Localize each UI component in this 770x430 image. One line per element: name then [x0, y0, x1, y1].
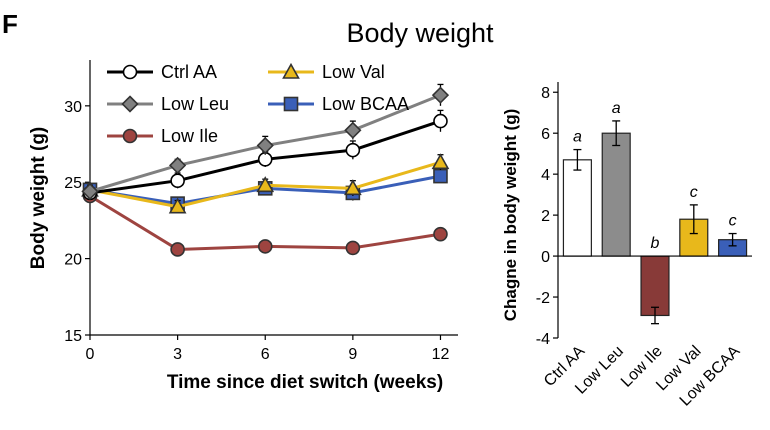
line-chart-y-label: Body weight (g) — [28, 127, 49, 269]
y-tick-label: -4 — [536, 331, 550, 348]
y-tick-label: 20 — [64, 252, 82, 269]
data-point — [433, 226, 448, 242]
x-tick-label: 6 — [261, 346, 270, 363]
y-tick-label: 6 — [541, 126, 550, 143]
significance-letter: a — [612, 100, 621, 117]
legend-marker — [283, 96, 299, 112]
bar — [562, 159, 592, 257]
data-point — [81, 182, 99, 201]
legend-entry: Low Val — [268, 62, 385, 82]
line-chart: 15 20 25 30 0 3 6 9 12 Ctrl AA Low Leu Low Ile Low … — [28, 60, 458, 393]
legend-entry: Low BCAA — [268, 94, 409, 114]
data-point — [345, 240, 361, 256]
data-point — [170, 173, 185, 188]
data-point — [257, 239, 273, 254]
figure-title: Body weight — [346, 18, 494, 48]
panel-label: F — [2, 9, 18, 39]
y-tick-label: 8 — [541, 85, 550, 102]
legend-label: Low Ile — [161, 126, 218, 146]
data-point — [168, 156, 187, 175]
line-chart-axes: 15 20 25 30 0 3 6 9 12 — [64, 60, 458, 363]
bar-chart-y-label: Chagne in body weight (g) — [501, 109, 520, 321]
line-chart-legend: Ctrl AA Low Leu Low Ile Low Val Low BCAA — [107, 62, 409, 146]
significance-letter: a — [573, 129, 582, 146]
x-tick-label: 3 — [173, 346, 182, 363]
data-point — [168, 197, 187, 214]
legend-entry: Ctrl AA — [107, 62, 217, 82]
legend-label: Low Val — [322, 62, 385, 82]
legend-label: Low Leu — [161, 94, 229, 114]
legend-label: Low BCAA — [322, 94, 409, 114]
bar — [601, 132, 631, 257]
data-point — [431, 153, 450, 170]
x-tick-label: 9 — [348, 346, 357, 363]
data-point — [433, 168, 448, 184]
significance-letter: c — [690, 184, 698, 201]
legend-marker — [122, 64, 138, 80]
data-point — [343, 179, 362, 196]
bar-chart-axes: -4 -2 0 2 4 6 8 — [536, 82, 559, 348]
y-tick-label: 15 — [64, 328, 82, 345]
x-tick-label: 0 — [86, 346, 95, 363]
data-point — [433, 113, 448, 129]
data-point — [345, 142, 361, 158]
line-chart-x-label: Time since diet switch (weeks) — [167, 372, 443, 393]
y-tick-label: 25 — [64, 175, 82, 192]
y-tick-label: 2 — [541, 208, 550, 225]
data-point — [257, 152, 273, 167]
data-point — [170, 242, 185, 257]
y-tick-label: 0 — [541, 249, 550, 266]
legend-marker — [282, 62, 300, 79]
data-point — [256, 176, 275, 193]
data-point — [256, 136, 274, 155]
legend-label: Ctrl AA — [161, 62, 217, 82]
legend-entry: Low Leu — [107, 94, 229, 114]
line-chart-series — [81, 83, 450, 257]
y-tick-label: 30 — [64, 99, 82, 116]
series-low-leu — [81, 83, 450, 201]
significance-letter: b — [651, 235, 660, 252]
data-point — [344, 121, 362, 139]
x-tick-label: 12 — [432, 346, 450, 363]
data-point — [431, 86, 450, 104]
significance-letter: c — [729, 213, 737, 230]
legend-entry: Low Ile — [107, 126, 218, 146]
y-tick-label: 4 — [541, 167, 550, 184]
bar — [640, 255, 670, 317]
legend-marker — [121, 95, 139, 113]
legend-marker — [122, 128, 138, 144]
y-tick-label: -2 — [536, 290, 550, 307]
